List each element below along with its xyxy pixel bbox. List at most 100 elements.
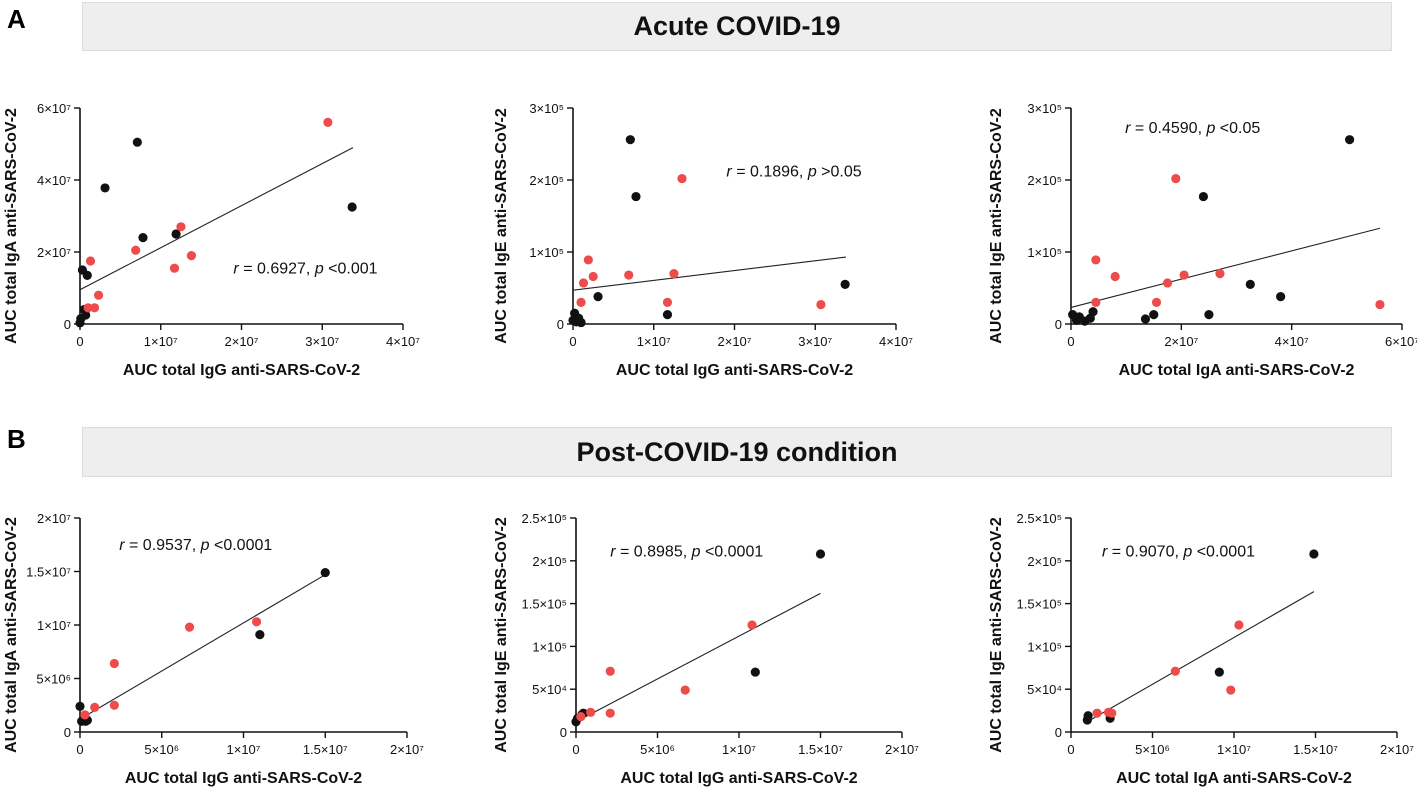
data-point-red (662, 297, 673, 307)
data-point-black (1083, 711, 1093, 721)
data-point-red (1170, 666, 1180, 676)
x-axis-title: AUC total IgA anti-SARS-CoV-2 (1116, 770, 1352, 787)
data-point-black (81, 310, 91, 320)
scatter-plot-b1: 0 5×10⁶ 1×10⁷ 1.5×10⁷ 2×10⁷ 0 5×10⁶ 1×10⁷ 1.5×10… (3, 511, 424, 787)
data-point-red (90, 702, 100, 712)
x-tick-label: 5×10⁶ (1135, 742, 1170, 757)
y-tick-label: 3×10⁵ (1027, 101, 1062, 116)
data-point-black (1204, 310, 1214, 320)
x-tick-label: 2×10⁷ (1380, 742, 1414, 757)
y-tick-label: 0 (64, 317, 71, 332)
y-tick-label: 1.5×10⁷ (26, 565, 71, 580)
data-point-black (171, 229, 181, 239)
x-tick-label: 0 (1067, 334, 1074, 349)
y-tick-label: 5×10⁶ (36, 672, 71, 687)
data-point-red (1091, 297, 1101, 307)
data-point-black (625, 135, 635, 145)
y-tick-label: 1×10⁵ (532, 639, 567, 654)
data-point-black (255, 630, 265, 640)
data-point-red (1171, 173, 1181, 184)
data-point-black (750, 667, 760, 677)
data-point-red (251, 617, 262, 627)
data-point-black (662, 310, 673, 320)
x-axis-title: AUC total IgG anti-SARS-CoV-2 (125, 770, 362, 787)
x-tick-label: 2×10⁷ (390, 742, 424, 757)
y-tick-label: 5×10⁴ (1027, 682, 1062, 697)
data-point-red (680, 685, 690, 695)
data-point-black (593, 292, 603, 302)
data-point-black (1140, 314, 1151, 324)
data-point-black (1214, 667, 1224, 677)
x-tick-label: 4×10⁷ (386, 334, 420, 349)
regression-line (1070, 227, 1381, 308)
y-tick-label: 1×10⁷ (37, 618, 71, 633)
y-axis-title: AUC total IgA anti-SARS-CoV-2 (3, 108, 20, 344)
x-tick-label: 0 (1067, 742, 1074, 757)
x-tick-label: 0 (572, 742, 579, 757)
correlation-annotation: r = 0.6927, p <0.001 (233, 261, 377, 278)
y-tick-label: 2×10⁵ (532, 554, 567, 569)
x-tick-label: 3×10⁷ (798, 334, 832, 349)
x-tick-label: 2×10⁷ (225, 334, 259, 349)
x-tick-label: 0 (569, 334, 576, 349)
x-tick-label: 2×10⁷ (718, 334, 752, 349)
x-tick-label: 1×10⁷ (227, 742, 261, 757)
data-point-red (816, 299, 826, 310)
data-point-red (131, 245, 141, 255)
data-point-red (669, 269, 679, 279)
data-point-black (320, 567, 330, 578)
data-point-red (1092, 708, 1102, 718)
panel-b-title: Post-COVID-19 condition (82, 427, 1392, 477)
correlation-annotation: r = 0.8985, p <0.0001 (610, 544, 763, 561)
y-tick-label: 2.5×10⁵ (521, 511, 567, 526)
x-tick-label: 6×10⁷ (1385, 334, 1417, 349)
data-point-black (132, 137, 142, 147)
y-tick-label: 2×10⁷ (37, 245, 71, 260)
regression-line (575, 592, 821, 723)
x-tick-label: 5×10⁶ (640, 742, 675, 757)
data-point-red (1151, 297, 1162, 307)
regression-line (79, 147, 354, 291)
x-tick-label: 1×10⁷ (1217, 742, 1251, 757)
x-tick-label: 4×10⁷ (1275, 334, 1309, 349)
data-point-red (1179, 270, 1189, 280)
y-tick-label: 4×10⁷ (37, 173, 71, 188)
data-point-black (1276, 292, 1286, 302)
x-axis-title: AUC total IgG anti-SARS-CoV-2 (123, 362, 360, 379)
y-tick-label: 2.5×10⁵ (1016, 511, 1062, 526)
data-point-black (815, 549, 826, 559)
data-point-red (1110, 271, 1120, 282)
data-point-black (631, 191, 641, 202)
data-point-black (1245, 279, 1255, 289)
y-tick-label: 0 (64, 725, 71, 740)
y-axis-title: AUC total IgE anti-SARS-CoV-2 (493, 517, 510, 753)
data-point-black (75, 701, 85, 711)
data-point-red (588, 271, 598, 282)
data-point-red (169, 263, 180, 273)
data-point-black (1088, 307, 1098, 317)
y-tick-label: 6×10⁷ (37, 101, 71, 116)
y-tick-label: 0 (1055, 317, 1062, 332)
y-tick-label: 0 (560, 725, 567, 740)
x-axis-title: AUC total IgG anti-SARS-CoV-2 (620, 770, 857, 787)
data-point-black (82, 270, 92, 280)
panel-b-label: B (7, 424, 26, 454)
scatter-plot-a2: 0 1×10⁷ 2×10⁷ 3×10⁷ 4×10⁷ 0 1×10⁵ 2×10⁵ 3×10⁵ AUC… (493, 101, 913, 379)
x-tick-label: 1.5×10⁷ (303, 742, 348, 757)
data-point-red (624, 270, 634, 280)
y-tick-label: 2×10⁵ (529, 173, 564, 188)
y-axis-title: AUC total IgE anti-SARS-CoV-2 (988, 517, 1005, 753)
data-point-red (1215, 269, 1225, 279)
data-point-black (347, 202, 357, 212)
y-tick-label: 2×10⁵ (1027, 173, 1062, 188)
x-tick-label: 1×10⁷ (637, 334, 671, 349)
correlation-annotation: r = 0.1896, p >0.05 (726, 163, 861, 180)
y-tick-label: 1.5×10⁵ (1016, 597, 1062, 612)
data-point-red (80, 710, 90, 720)
y-tick-label: 1×10⁵ (529, 245, 564, 260)
y-axis-title: AUC total IgE anti-SARS-CoV-2 (988, 108, 1005, 344)
data-point-red (1226, 685, 1236, 695)
data-point-red (677, 173, 687, 184)
scatter-plot-a3: 0 2×10⁷ 4×10⁷ 6×10⁷ 0 1×10⁵ 2×10⁵ 3×10⁵ AUC tota… (988, 101, 1417, 379)
data-point-red (1234, 620, 1244, 630)
